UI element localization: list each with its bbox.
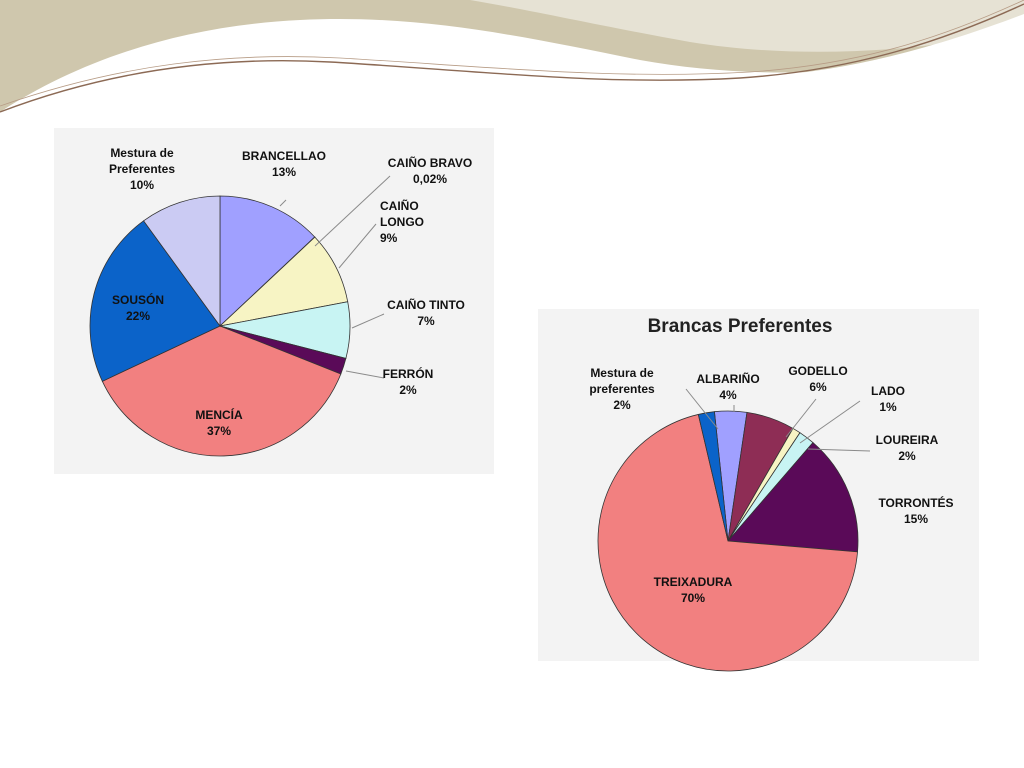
slice-label-brancellao: BRANCELLAO 13%	[242, 149, 326, 179]
slice-percent: 37%	[207, 424, 231, 438]
slice-percent: 70%	[681, 591, 705, 605]
slice-label-mencia: MENCÍA 37%	[195, 407, 243, 438]
leader-line-loureira	[807, 448, 871, 452]
slice-label-caino-bravo: CAIÑO BRAVO 0,02%	[388, 155, 472, 186]
pie-slice-mestura-de-preferentes	[697, 411, 729, 542]
slice-label-text: Preferentes	[109, 162, 175, 176]
slice-label-text: ALBARIÑO	[696, 371, 759, 386]
slice-label-text: SOUSÓN	[112, 292, 164, 307]
leader-line-lado	[799, 400, 861, 444]
slice-percent: 2%	[898, 449, 916, 463]
chart-panel-brancas-preferentes: Brancas Preferentes ALBARIÑO 4% GODELLO 6% LA…	[538, 309, 979, 672]
slice-percent: 13%	[272, 165, 296, 179]
pie-slice-brancellao	[219, 195, 316, 327]
slice-label-caino-tinto: CAIÑO TINTO 7%	[387, 297, 465, 328]
slice-label-text: preferentes	[589, 382, 655, 396]
chart-title: Brancas Preferentes	[648, 316, 833, 337]
slice-percent: 2%	[399, 383, 417, 397]
pie-chart-brancas: Brancas Preferentes ALBARIÑO 4% GODELLO 6% LA…	[589, 316, 954, 672]
slice-percent: 15%	[904, 512, 928, 526]
slice-label-text: LONGO	[380, 215, 424, 229]
header-line-accent	[0, 0, 1024, 107]
slice-label-text: Mestura de	[110, 146, 174, 160]
slice-percent: 0,02%	[413, 172, 447, 186]
slice-label-text: CAIÑO	[380, 198, 419, 213]
leader-line-brancellao	[279, 199, 287, 207]
slice-percent: 4%	[719, 388, 737, 402]
slice-label-souson: SOUSÓN 22%	[112, 292, 164, 323]
slice-percent: 9%	[380, 231, 398, 245]
pie-slice-mencia	[101, 325, 342, 457]
slice-label-mestura-de-preferentes: Mestura de preferentes 2%	[589, 366, 655, 412]
slice-label-text: BRANCELLAO	[242, 149, 326, 163]
slice-label-loureira: LOUREIRA 2%	[876, 433, 939, 463]
pie-slice-mestura-de-preferentes	[143, 195, 221, 328]
slice-label-torrontes: TORRONTÉS 15%	[878, 495, 953, 526]
slice-label-godello: GODELLO 6%	[788, 364, 847, 394]
slice-label-mestura-de-preferentes: Mestura de Preferentes 10%	[109, 146, 175, 192]
slice-label-text: TORRONTÉS	[878, 495, 953, 510]
leader-line-godello	[785, 398, 817, 438]
slice-label-albarino: ALBARIÑO 4%	[696, 371, 759, 402]
header-wave-light	[470, 0, 1024, 52]
chart-panel-tintas-preferentes: BRANCELLAO 13% CAIÑO BRAVO 0,02% CAIÑO LONGO 9…	[54, 128, 494, 474]
slice-label-text: CAIÑO TINTO	[387, 297, 465, 312]
slice-label-text: MENCÍA	[195, 407, 243, 422]
slice-label-text: GODELLO	[788, 364, 847, 378]
leader-line-caino-bravo	[314, 175, 391, 247]
leader-line-caino-tinto	[351, 313, 385, 329]
pie-chart-tintas: BRANCELLAO 13% CAIÑO BRAVO 0,02% CAIÑO LONGO 9…	[89, 146, 472, 457]
slice-label-text: LOUREIRA	[876, 433, 939, 447]
slice-label-text: LADO	[871, 384, 905, 398]
slice-percent: 2%	[613, 398, 631, 412]
pie-slice-torrontes	[727, 442, 859, 553]
pie-slice-souson	[89, 220, 221, 382]
leader-line-ferron	[345, 370, 385, 379]
slice-label-lado: LADO 1%	[871, 384, 905, 414]
slice-label-text: TREIXADURA	[654, 575, 733, 589]
pie-slice-treixadura	[597, 413, 858, 672]
slice-percent: 1%	[879, 400, 897, 414]
slice-percent: 10%	[130, 178, 154, 192]
slice-label-ferron: FERRÓN 2%	[383, 366, 434, 397]
slice-label-caino-longo: CAIÑO LONGO 9%	[380, 198, 424, 245]
slice-label-treixadura: TREIXADURA 70%	[654, 575, 733, 605]
leader-line-caino-longo	[338, 223, 377, 269]
header-line-dark	[0, 3, 1024, 113]
leader-line-mestura-de-preferentes	[685, 388, 719, 430]
slice-percent: 22%	[126, 309, 150, 323]
slice-percent: 7%	[417, 314, 435, 328]
slice-label-text: FERRÓN	[383, 366, 434, 381]
slice-label-text: CAIÑO BRAVO	[388, 155, 472, 170]
slice-label-text: Mestura de	[590, 366, 654, 380]
slice-percent: 6%	[809, 380, 827, 394]
